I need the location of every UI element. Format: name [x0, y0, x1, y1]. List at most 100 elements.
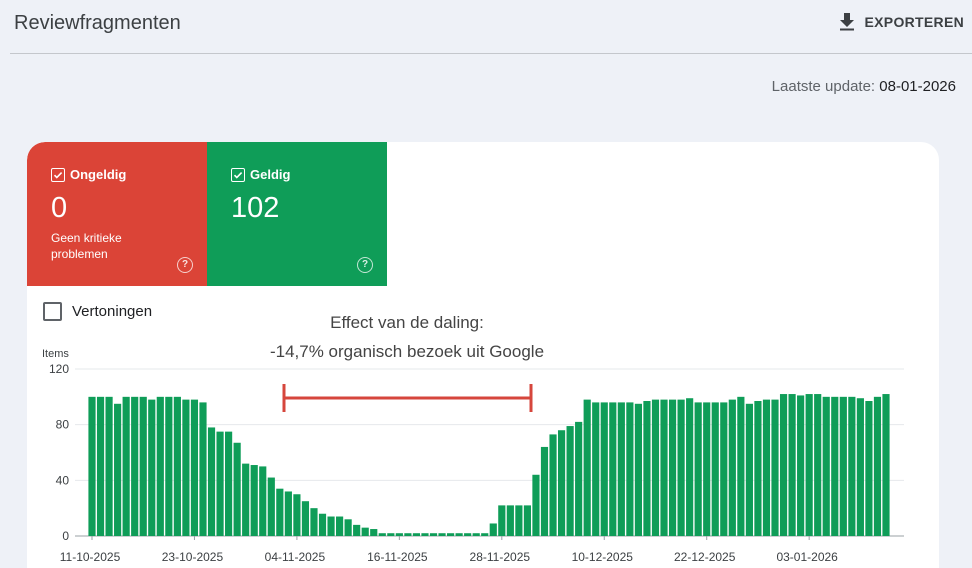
items-bar-chart: Items 0 40 80 120 11-10-2025 23-10-2025 04-11-2… [42, 348, 904, 564]
chart-bar [481, 533, 489, 536]
tile-invalid-label: Ongeldig [70, 167, 127, 182]
chart-bar [575, 421, 583, 536]
chart-bar [293, 494, 301, 536]
last-update: Laatste update: 08-01-2026 [772, 78, 956, 95]
chart-bar [301, 501, 310, 536]
chart-bar [259, 466, 267, 536]
x-tick-label: 16-11-2025 [367, 550, 428, 564]
chart-bar [814, 394, 822, 536]
tile-valid-label: Geldig [250, 167, 291, 182]
chart-bar [114, 403, 122, 536]
chart-bar [856, 398, 864, 536]
chart-bar [412, 533, 421, 536]
chart-bar [754, 401, 762, 536]
last-update-label: Laatste update: [771, 78, 876, 95]
chart-bar [771, 399, 779, 536]
impressions-toggle[interactable]: Vertoningen [43, 302, 152, 321]
header-divider [10, 53, 972, 54]
chart-bar [225, 431, 233, 536]
chart-bar [643, 401, 651, 536]
chart-bar [370, 529, 378, 536]
chart-bar [421, 533, 429, 536]
chart-bar [199, 402, 207, 536]
x-tick-label: 03-01-2026 [776, 550, 838, 564]
annotation-line-2: -14,7% organisch bezoek uit Google [269, 342, 545, 361]
chart-bar [395, 533, 403, 536]
tile-valid-count: 102 [231, 192, 280, 224]
chart-bar [617, 402, 625, 536]
export-label: EXPORTEREN [864, 14, 964, 30]
chart-bar [677, 399, 685, 536]
chart-bar [327, 516, 335, 536]
chart-bar [105, 396, 113, 536]
chart-bar [609, 402, 617, 536]
x-tick-label: 10-12-2025 [572, 550, 634, 564]
chart-bar [336, 516, 344, 536]
chart-bar [429, 533, 438, 536]
x-tick-label: 04-11-2025 [265, 550, 326, 564]
chart-bar [831, 396, 839, 536]
tile-valid[interactable]: Geldig 102 ? [207, 142, 387, 286]
chart-bar [361, 527, 369, 536]
x-tick-label: 11-10-2025 [60, 550, 121, 564]
y-axis-title: Items [42, 348, 69, 360]
chart-bar [506, 505, 514, 536]
chart-bar [797, 395, 805, 536]
help-icon[interactable]: ? [177, 257, 193, 273]
chart-bar [532, 474, 540, 536]
tile-invalid-subtext: Geen kritieke problemen [51, 231, 122, 261]
chart-bar [446, 533, 455, 536]
chart-bar [660, 399, 668, 536]
chart-bar [207, 427, 216, 536]
chart-bar [250, 465, 258, 536]
chart-bar [472, 533, 480, 536]
chart-bar [310, 508, 318, 536]
tile-invalid[interactable]: Ongeldig 0 Geen kritieke problemen ? [27, 142, 207, 286]
chart-bar [686, 398, 694, 536]
chart-bar [651, 399, 660, 536]
chart-bar [779, 394, 788, 536]
x-tick-label: 28-11-2025 [470, 550, 531, 564]
help-icon[interactable]: ? [357, 257, 373, 273]
download-icon [839, 13, 854, 31]
y-tick-label: 80 [56, 418, 70, 432]
chart-bar [284, 491, 292, 536]
chart-bar [557, 430, 566, 536]
x-tick-label: 22-12-2025 [674, 550, 736, 564]
chart-bar [626, 402, 634, 536]
annotation-line-1: Effect van de daling: [330, 313, 484, 332]
checkbox-checked-icon[interactable] [51, 168, 65, 182]
y-tick-label: 0 [62, 529, 69, 543]
chart-bar [515, 505, 523, 536]
chart-bar [788, 394, 796, 536]
chart-bar [122, 396, 130, 536]
chart-bar [592, 402, 600, 536]
chart-bar [566, 426, 574, 536]
chart-bar [600, 402, 608, 536]
chart-bar [378, 533, 386, 536]
chart-bar [387, 533, 395, 536]
report-card: Ongeldig 0 Geen kritieke problemen ? Gel… [27, 142, 939, 568]
chart-bar [148, 399, 156, 536]
chart-bar [737, 396, 745, 536]
export-button[interactable]: EXPORTEREN [839, 10, 964, 34]
impressions-label: Vertoningen [72, 303, 153, 320]
chart-bar [865, 401, 873, 536]
checkbox-unchecked-icon[interactable] [43, 302, 62, 321]
chart-bar [668, 399, 677, 536]
chart-bar [156, 396, 164, 536]
chart-bar [165, 396, 173, 536]
chart-bar [173, 396, 181, 536]
chart-bar [822, 396, 830, 536]
chart-bar [745, 403, 753, 536]
chart-bar [540, 446, 549, 536]
chart-bar [438, 533, 446, 536]
chart-bar [634, 403, 642, 536]
chart-bar [344, 519, 352, 536]
chart-bar [523, 505, 532, 536]
checkbox-checked-icon[interactable] [231, 168, 245, 182]
chart-bar [404, 533, 412, 536]
chart-bar [216, 431, 224, 536]
y-tick-label: 120 [49, 362, 69, 376]
chart-bar [139, 396, 147, 536]
